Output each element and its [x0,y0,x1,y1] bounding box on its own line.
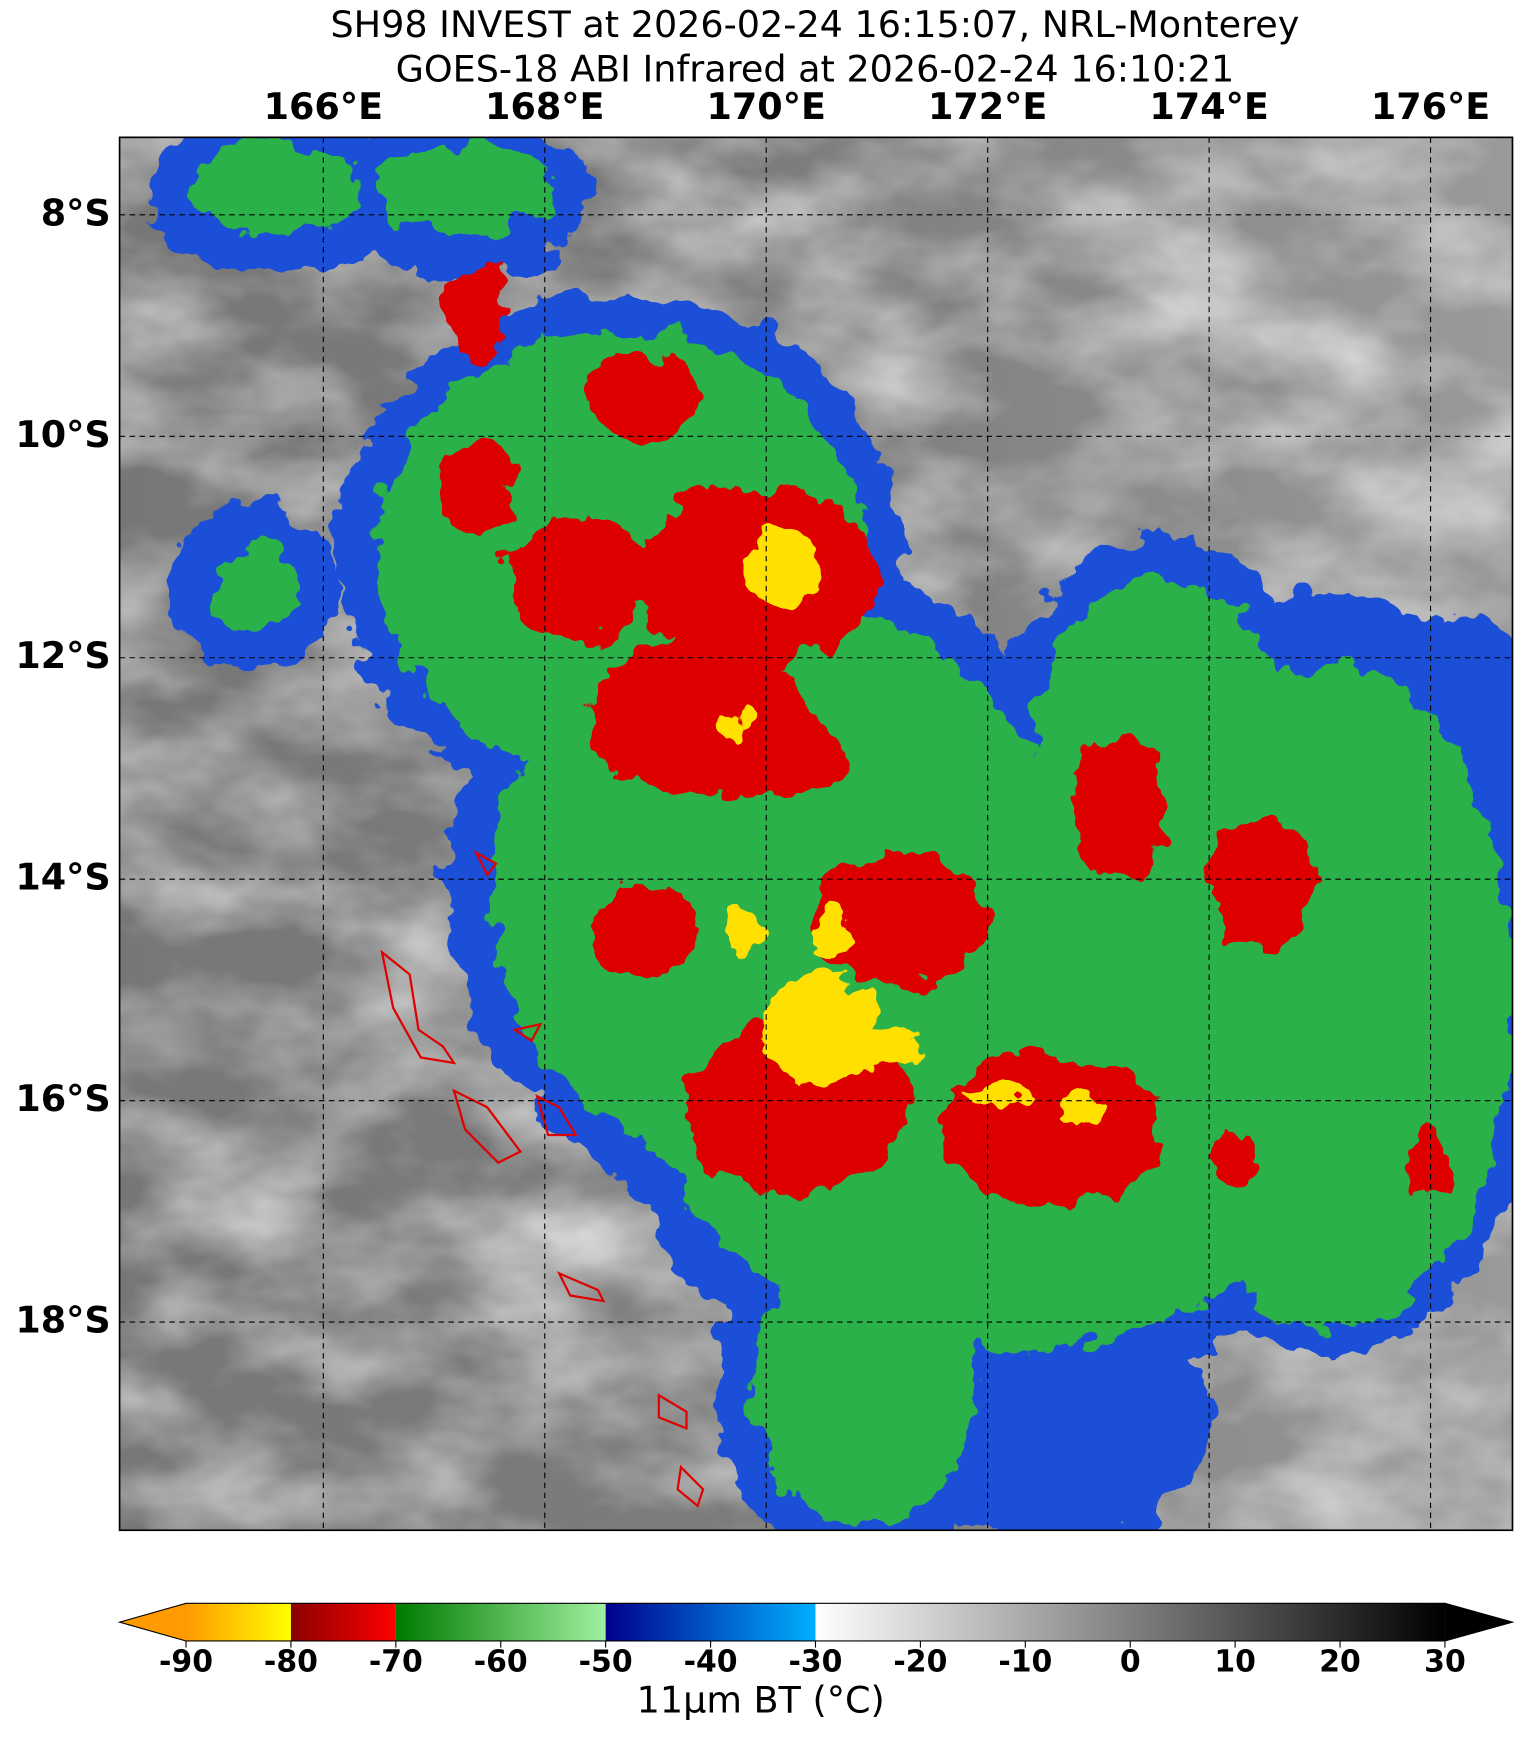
lat-tick-label: 16°S [15,1077,110,1120]
lon-tick-label: 174°E [1149,85,1268,128]
cloud-region [520,520,587,587]
satellite-imagery [119,137,1513,1531]
cloud-region [941,1051,1163,1207]
colorbar-tick-label: 30 [1424,1645,1466,1680]
cloud-region [188,143,366,233]
cloud-layer [437,265,1451,1207]
colorbar-tick-label: -60 [474,1645,528,1680]
title-line: SH98 INVEST at 2026-02-24 16:15:07, NRL-… [330,3,1299,46]
cloud-region [1206,819,1318,953]
cloud-region [808,852,986,986]
lat-tick-label: 12°S [15,634,110,677]
coastline [512,1022,543,1043]
lat-tick-label: 18°S [15,1299,110,1342]
colorbar-tick-label: -10 [998,1645,1052,1680]
colorbar-tick-label: -90 [159,1645,213,1680]
coastline [535,1094,578,1137]
coastline [380,949,457,1065]
colorbar-segment [186,1603,291,1641]
cloud-region [586,885,698,975]
colorbar-extend-high [1444,1603,1513,1641]
colorbar-segment [290,1603,396,1641]
map-frame [118,136,1514,1532]
colorbar-segment [605,1603,816,1641]
colorbar-extend-low [119,1603,187,1641]
cloud-region [752,520,820,610]
colorbar-segment [815,1603,1445,1641]
colorbar-segment [395,1603,606,1641]
cloud-region [764,974,875,1086]
coastline [452,1088,523,1164]
cloud-region [714,712,748,739]
cloud-layer [714,520,1108,1119]
lon-tick-label: 176°E [1371,85,1490,128]
cloud-region [448,304,504,360]
colorbar-tick-label: 10 [1214,1645,1256,1680]
colorbar-tick-label: -30 [788,1645,842,1680]
coastline [657,1393,688,1431]
colorbar-tick-label: 20 [1319,1645,1361,1680]
cloud-region [752,1240,975,1529]
lon-tick-label: 166°E [264,85,383,128]
lat-tick-label: 8°S [41,191,111,234]
cloud-region [1074,730,1163,886]
cloud-region [586,354,698,443]
coastline [473,849,498,877]
cloud-region [808,913,853,958]
colorbar-tick-label: -50 [579,1645,633,1680]
coastline [556,1271,606,1303]
cloud-region [830,1029,920,1063]
colorbar-tick-label: -20 [893,1645,947,1680]
colorbar-tick-label: -70 [369,1645,423,1680]
lon-tick-label: 172°E [928,85,1047,128]
cloud-region [963,1087,1030,1106]
colorbar-label: 11μm BT (°C) [637,1678,885,1721]
lat-tick-label: 10°S [15,413,110,456]
lon-tick-label: 170°E [706,85,825,128]
cloud-region [1062,1096,1108,1119]
cloud-region [210,542,299,632]
cloud-region [437,442,515,532]
cloud-region [1217,1134,1263,1180]
colorbar-tick-label: 0 [1120,1645,1141,1680]
lon-tick-label: 168°E [485,85,604,128]
coastline [676,1464,705,1508]
colorbar-tick-label: -40 [684,1645,738,1680]
cloud-region [725,907,759,953]
lat-tick-label: 14°S [15,856,110,899]
colorbar-tick-label: -80 [264,1645,318,1680]
cloud-region [631,487,875,665]
cloud-region [376,143,554,233]
title-line: GOES-18 ABI Infrared at 2026-02-24 16:10… [396,47,1235,90]
cloud-region [1406,1129,1451,1196]
